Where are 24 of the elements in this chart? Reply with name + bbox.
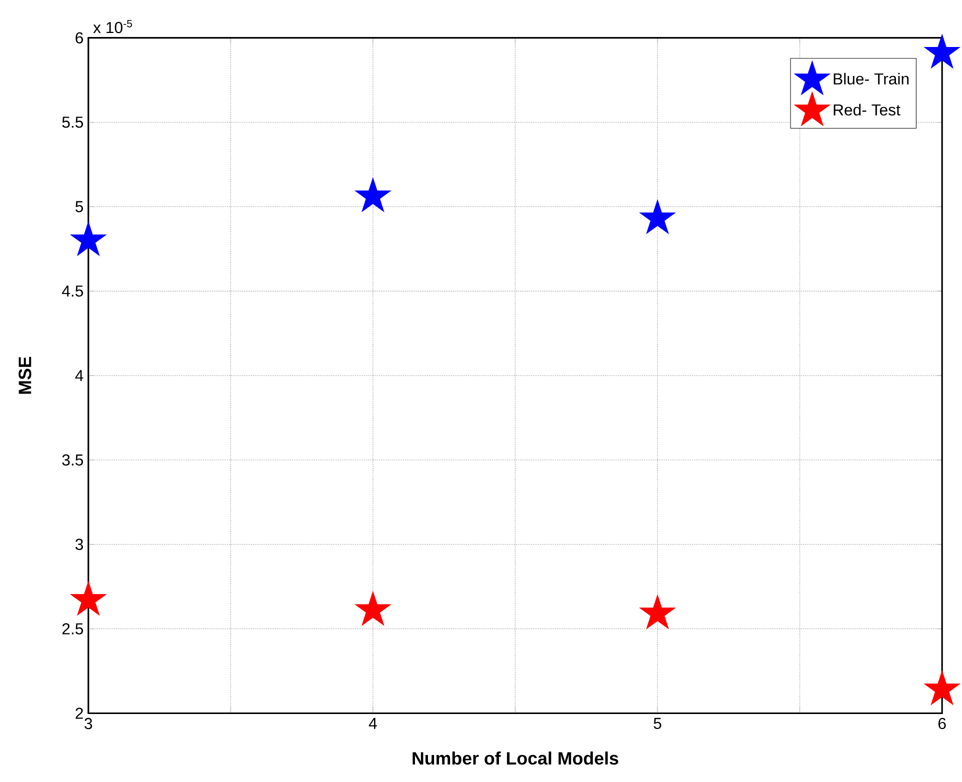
- x-tick-label: 3: [84, 718, 92, 730]
- point: [640, 594, 676, 629]
- y-tick-label: 2.5: [62, 623, 84, 634]
- y-tick-label: 5: [75, 201, 84, 212]
- x-tick-label: 6: [938, 718, 946, 730]
- y-tick-label: 5.5: [62, 116, 84, 128]
- x-tick-label: 5: [654, 718, 662, 729]
- legend-label: Blue- Train: [834, 72, 909, 85]
- x-axis-title: Number of Local Models: [412, 752, 618, 765]
- y-tick-label: 3: [75, 538, 83, 550]
- y-tick-label: 3.5: [62, 454, 84, 466]
- y-tick-label: 4.5: [62, 286, 84, 297]
- y-tick-label: 4: [75, 370, 84, 382]
- point: [640, 200, 676, 234]
- point: [70, 222, 106, 256]
- text: x 10$^{-5}$: [93, 20, 132, 34]
- point: [354, 178, 391, 212]
- x-tick-label: 4: [368, 718, 377, 729]
- y-axis-title: MSE: [18, 356, 32, 394]
- y-tick-label: 2: [76, 708, 83, 719]
- y-tick-label: 6: [76, 32, 83, 44]
- point: [354, 591, 391, 626]
- legend-label: Red- Test: [834, 104, 900, 116]
- point: [70, 581, 106, 616]
